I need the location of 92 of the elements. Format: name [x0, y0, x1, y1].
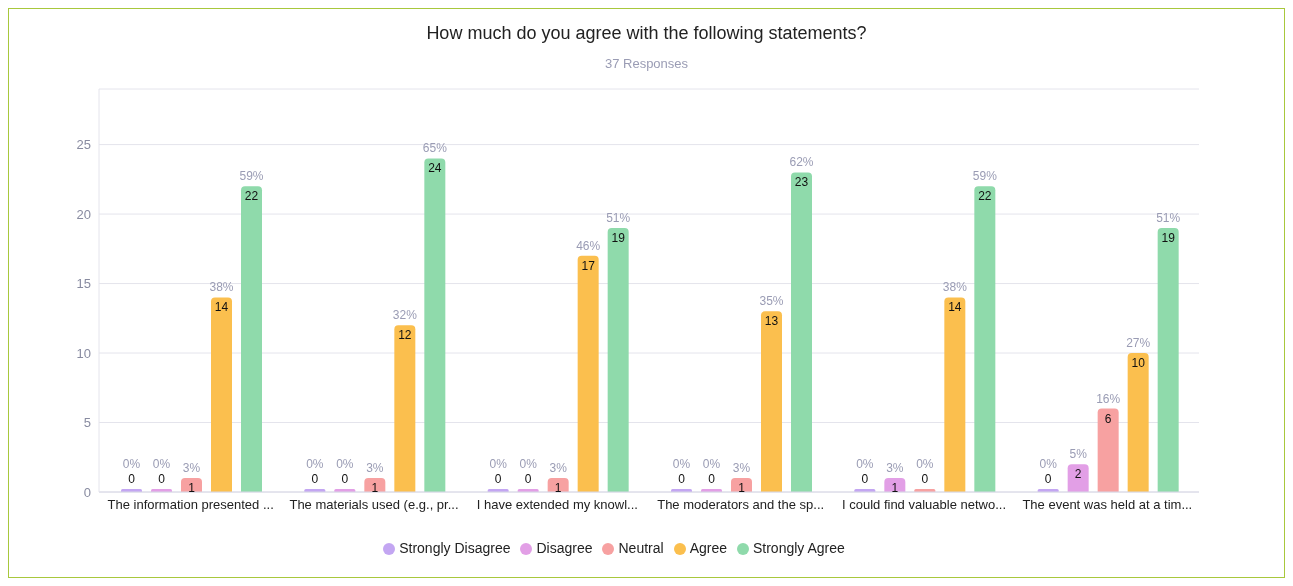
annotation: 0%: [916, 457, 934, 471]
annotation: 0%: [122, 457, 141, 471]
data-label: 14: [948, 300, 962, 315]
chart-title: How much do you agree with the following statements?: [425, 23, 868, 44]
annotation: 0%: [489, 457, 508, 471]
data-label: 14: [214, 300, 229, 315]
data-label: 0: [128, 472, 136, 486]
x-tick-label: The information presented ...: [107, 497, 274, 513]
annotation: 0%: [152, 457, 171, 471]
y-tick-label: 5: [83, 415, 91, 431]
data-label: 0: [341, 472, 349, 486]
annotation: 62%: [789, 155, 814, 170]
data-label: 22: [978, 189, 992, 204]
data-label: 0: [861, 472, 869, 486]
annotation: 32%: [392, 308, 418, 323]
bar: [1127, 353, 1149, 492]
annotation: 3%: [182, 461, 201, 476]
legend-label: Disagree: [536, 540, 593, 556]
annotation: 27%: [1126, 336, 1151, 351]
x-tick-label: I have extended my knowl...: [476, 497, 638, 513]
annotation: 59%: [972, 169, 998, 184]
bar: [1097, 408, 1119, 492]
legend-label: Strongly Agree: [752, 540, 845, 556]
annotation: 3%: [366, 461, 384, 476]
chart-subtitle: 37 Responses: [603, 56, 690, 71]
data-label: 0: [708, 472, 716, 486]
annotation: 0%: [672, 457, 691, 471]
annotation: 5%: [1069, 447, 1088, 462]
bar: [211, 297, 232, 492]
annotation: 3%: [732, 461, 751, 476]
bar: [1157, 227, 1179, 492]
data-label: 1: [371, 481, 379, 496]
data-label: 24: [428, 161, 442, 176]
annotation: 0%: [306, 457, 324, 471]
data-label: 6: [1104, 411, 1112, 426]
annotation: 0%: [702, 457, 721, 471]
data-label: 2: [1074, 467, 1082, 482]
annotation: 0%: [1039, 457, 1058, 471]
annotation: 51%: [1156, 210, 1181, 225]
annotation: 38%: [209, 280, 234, 295]
data-label: 1: [188, 481, 196, 496]
x-tick-label: The moderators and the sp...: [657, 497, 825, 513]
data-label: 0: [921, 472, 929, 486]
data-label: 0: [311, 472, 319, 486]
bar: [974, 186, 996, 492]
annotation: 59%: [239, 169, 264, 184]
data-label: 10: [1131, 356, 1146, 371]
annotation: 51%: [606, 210, 631, 225]
x-tick-label: The materials used (e.g., pr...: [289, 497, 459, 513]
annotation: 46%: [576, 238, 601, 253]
data-label: 1: [738, 481, 746, 496]
annotation: 65%: [422, 141, 448, 156]
y-tick-label: 25: [76, 137, 91, 153]
x-tick-label: The event was held at a tim...: [1022, 497, 1193, 513]
bar: [944, 297, 966, 492]
data-label: 0: [158, 472, 166, 486]
annotation: 3%: [886, 461, 904, 476]
legend-label: Strongly Disagree: [399, 540, 511, 556]
annotation: 0%: [336, 457, 354, 471]
annotation: 3%: [549, 461, 568, 476]
data-label: 1: [891, 481, 899, 496]
x-tick-label: I could find valuable netwo...: [841, 497, 1007, 513]
bar: [577, 255, 599, 492]
data-label: 12: [398, 328, 412, 343]
y-tick-label: 10: [76, 345, 91, 361]
bar: [394, 325, 416, 492]
data-label: 19: [611, 230, 626, 245]
bar: [791, 172, 812, 492]
annotation: 0%: [856, 457, 874, 471]
data-label: 19: [1161, 230, 1176, 245]
annotation: 0%: [519, 457, 538, 471]
annotation: 16%: [1096, 391, 1121, 406]
annotation: 35%: [759, 294, 784, 309]
data-label: 0: [1044, 472, 1052, 486]
y-tick-label: 15: [76, 276, 91, 292]
data-label: 23: [794, 175, 809, 190]
data-label: 0: [494, 472, 502, 486]
bar: [761, 311, 782, 492]
bar: [424, 158, 446, 492]
data-label: 17: [581, 258, 596, 273]
data-label: 0: [678, 472, 686, 486]
data-label: 0: [524, 472, 532, 486]
bar: [607, 227, 629, 492]
legend-label: Agree: [689, 540, 727, 556]
legend-label: Neutral: [618, 540, 664, 556]
data-label: 22: [244, 189, 259, 204]
data-label: 13: [764, 314, 779, 329]
annotation: 38%: [942, 280, 968, 295]
bar: [241, 186, 262, 492]
y-tick-label: 0: [83, 484, 91, 500]
y-tick-label: 20: [76, 206, 91, 222]
data-label: 1: [554, 481, 562, 496]
